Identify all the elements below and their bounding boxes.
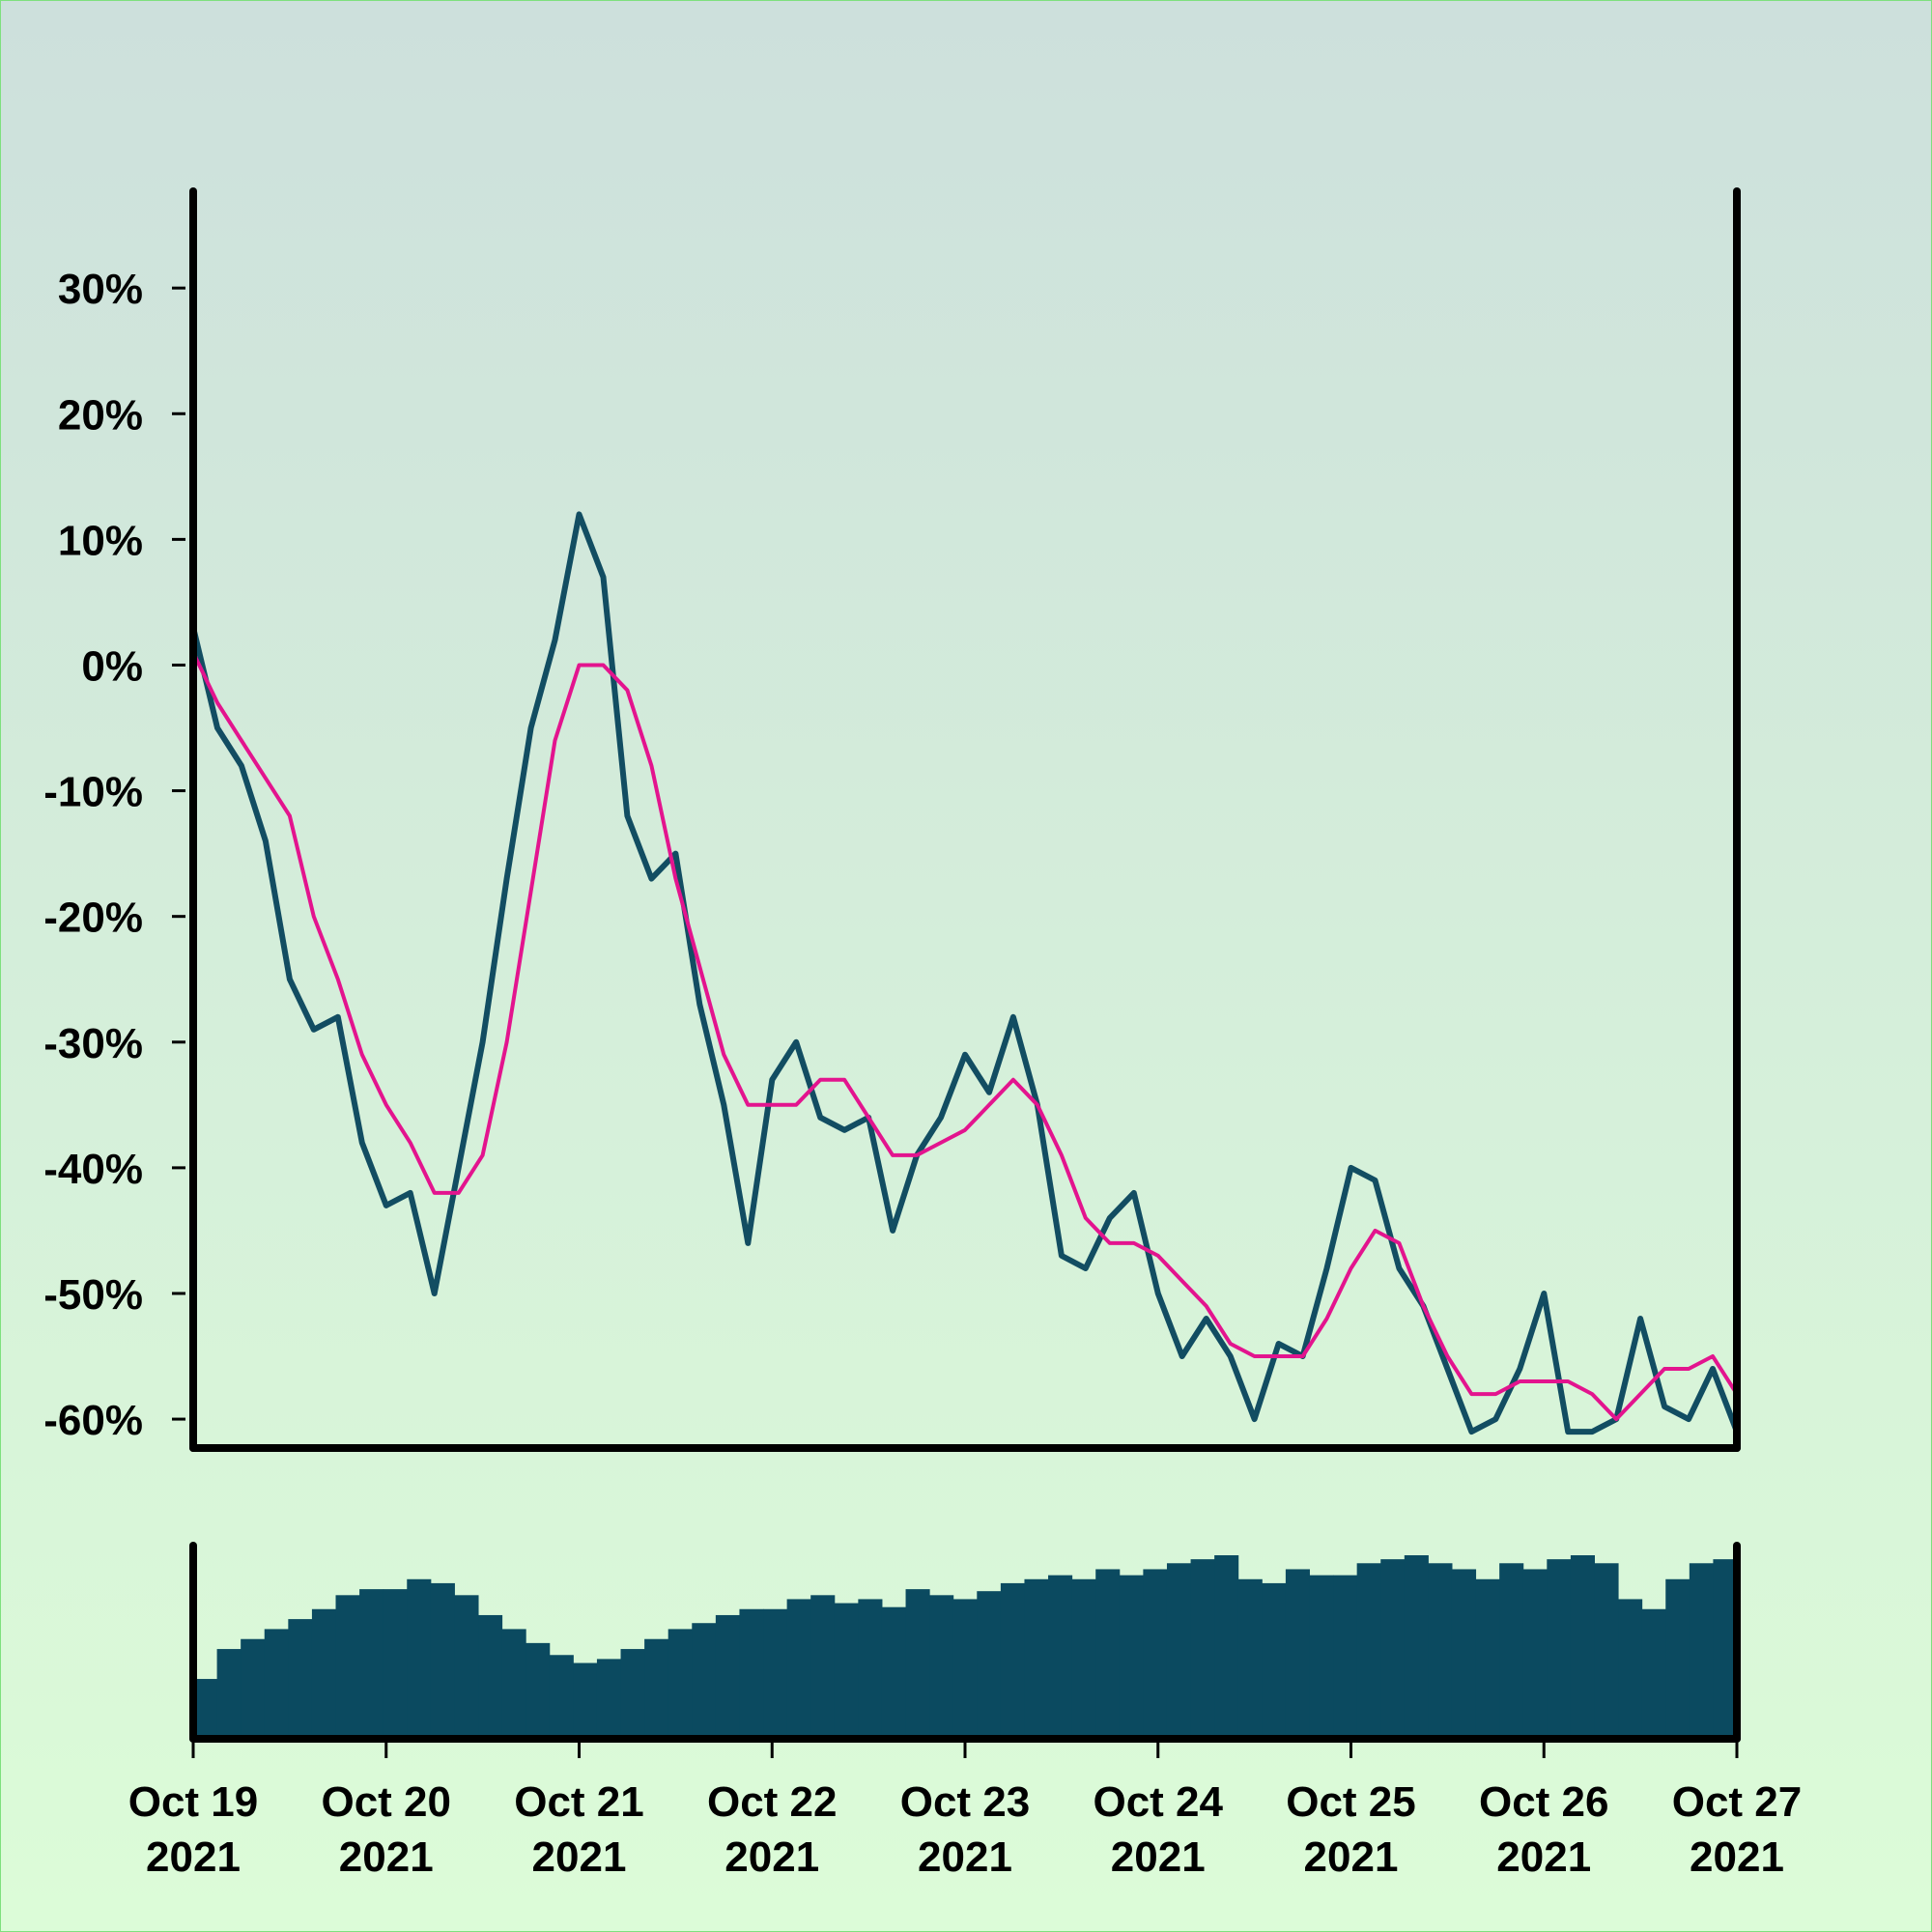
volume-bar	[1689, 1563, 1714, 1739]
volume-bar	[1143, 1569, 1168, 1739]
price-panel: -60% -50% -40% -30% -20% -10% 0% 10% 20% 30%	[43, 187, 1741, 1452]
volume-bar	[1048, 1575, 1073, 1739]
volume-bar	[786, 1599, 811, 1739]
x-tick-label: 2021	[724, 1833, 819, 1881]
y-tick-label: -50%	[43, 1271, 143, 1319]
volume-bar	[834, 1603, 859, 1739]
volume-bar	[1214, 1555, 1239, 1739]
x-tick-label: Oct 21	[514, 1778, 644, 1826]
x-tick-label: Oct 25	[1286, 1778, 1416, 1826]
volume-bar	[620, 1649, 645, 1739]
y-tick-label: 10%	[58, 517, 143, 564]
volume-bar	[1570, 1555, 1595, 1739]
line	[190, 511, 1740, 1435]
volume-bar	[1024, 1578, 1049, 1739]
volume-bar	[335, 1595, 360, 1739]
volume-bar	[288, 1619, 313, 1739]
volume-bar	[241, 1638, 266, 1739]
volume-bar	[763, 1608, 788, 1739]
volume-bar	[596, 1659, 622, 1739]
volume-bar	[1428, 1563, 1453, 1739]
y-tick-label: 0%	[81, 642, 143, 690]
volume-bar	[454, 1595, 479, 1739]
volume-bar	[1262, 1582, 1287, 1739]
volume-bar	[1333, 1575, 1358, 1739]
volume-bar	[1665, 1578, 1690, 1739]
y-tick-label: 20%	[58, 391, 143, 439]
volume-bar	[739, 1608, 764, 1739]
volume-bar	[573, 1662, 598, 1739]
x-tick-label: 2021	[1496, 1833, 1591, 1881]
y-tick-label: -40%	[43, 1146, 143, 1193]
volume-bar	[1237, 1578, 1263, 1739]
volume-bar	[929, 1595, 954, 1739]
volume-bar	[549, 1655, 574, 1739]
x-tick-label: 2021	[532, 1833, 627, 1881]
y-tick-label: -60%	[43, 1397, 143, 1444]
volume-bar	[715, 1614, 740, 1739]
volume-bar	[881, 1606, 907, 1739]
volume-bar	[1166, 1563, 1192, 1739]
volume-bar	[1119, 1575, 1144, 1739]
volume-bar	[1522, 1569, 1548, 1739]
x-tick-label: Oct 19	[128, 1778, 259, 1826]
volume-bar	[1641, 1608, 1666, 1739]
volume-bar	[1285, 1569, 1310, 1739]
volume-bar	[1594, 1563, 1619, 1739]
volume-bar	[193, 1679, 218, 1739]
volume-bar	[977, 1591, 1002, 1739]
volume-panel: Oct 19 2021 Oct 20 2021 Oct 21 2021 Oct 22 2021…	[128, 1542, 1803, 1881]
x-tick-label: 2021	[339, 1833, 434, 1881]
volume-bar	[1000, 1582, 1025, 1739]
y-tick-label: -20%	[43, 895, 143, 942]
volume-bar	[311, 1608, 337, 1739]
y-tick-label: 30%	[58, 266, 143, 313]
x-tick-label: Oct 24	[1093, 1778, 1223, 1826]
y-tick-label: -30%	[43, 1020, 143, 1067]
volume-bar	[478, 1614, 503, 1739]
volume-bar	[1380, 1559, 1406, 1739]
x-tick-label: 2021	[1690, 1833, 1784, 1881]
volume-bar	[407, 1578, 432, 1739]
volume-bar	[1071, 1578, 1096, 1739]
x-tick-label: Oct 26	[1479, 1778, 1609, 1826]
volume-bar	[1618, 1599, 1643, 1739]
x-tick-label: 2021	[1304, 1833, 1399, 1881]
x-tick-label: 2021	[918, 1833, 1012, 1881]
volume-bar	[1475, 1578, 1500, 1739]
x-tick-label: Oct 22	[707, 1778, 838, 1826]
volume-bar	[858, 1599, 883, 1739]
volume-bar	[264, 1629, 289, 1739]
volume-bar	[1309, 1575, 1334, 1739]
line	[191, 651, 1739, 1422]
volume-bar	[1356, 1563, 1381, 1739]
volume-bar	[383, 1589, 408, 1739]
volume-bar	[692, 1623, 717, 1739]
volume-bar	[668, 1629, 693, 1739]
x-tick-label: 2021	[146, 1833, 241, 1881]
x-tick-label: Oct 23	[900, 1778, 1031, 1826]
volume-bar	[501, 1629, 526, 1739]
x-tick-label: Oct 27	[1672, 1778, 1803, 1826]
volume-bar	[905, 1589, 930, 1739]
x-tick-label: 2021	[1111, 1833, 1206, 1881]
volume-bar	[1404, 1555, 1429, 1739]
volume-bar	[359, 1589, 384, 1739]
volume-bar	[1547, 1559, 1572, 1739]
volume-bar	[810, 1595, 836, 1739]
volume-bar	[644, 1638, 669, 1739]
volume-bar	[952, 1599, 978, 1739]
volume-bar	[1095, 1569, 1121, 1739]
x-tick-label: Oct 20	[321, 1778, 451, 1826]
volume-bar	[430, 1582, 455, 1739]
y-tick-label: -10%	[43, 769, 143, 816]
volume-bar	[526, 1642, 551, 1739]
volume-bar	[1190, 1559, 1215, 1739]
volume-bar	[216, 1649, 242, 1739]
volume-bar	[1451, 1569, 1477, 1739]
volume-bar	[1499, 1563, 1524, 1739]
